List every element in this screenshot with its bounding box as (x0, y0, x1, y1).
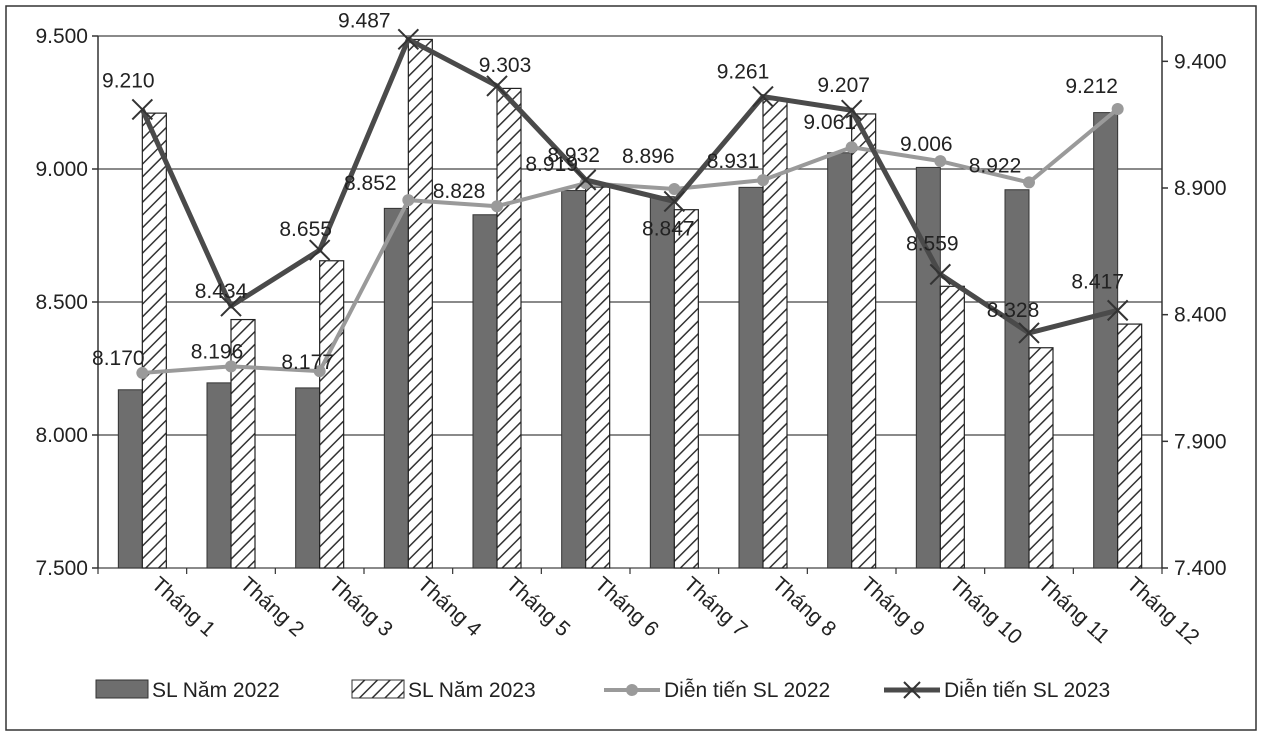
line-2022-point (491, 200, 503, 213)
bar-2022 (1004, 189, 1030, 569)
bar-2023 (230, 318, 256, 569)
line-2023-marker (752, 85, 774, 108)
data-label-2023: 9.261 (717, 61, 770, 84)
data-label-2022: 8.931 (707, 150, 760, 173)
data-label-2023: 8.655 (279, 218, 332, 241)
bar-2022 (206, 382, 232, 569)
line-2022-point (402, 194, 415, 207)
data-label-2022: 8.852 (344, 172, 397, 195)
left-axis-tick-label: 9.500 (35, 25, 88, 48)
line-2023-marker (220, 295, 242, 317)
data-label-2023: 8.559 (906, 232, 959, 255)
left-axis-tick-label: 7.500 (35, 557, 88, 580)
data-label-2023: 8.847 (642, 217, 695, 240)
bar-2023 (585, 186, 611, 569)
line-2022-point (934, 155, 947, 168)
data-label-2022: 8.922 (969, 154, 1022, 177)
data-label-2023: 9.487 (338, 9, 391, 32)
bar-2022 (117, 389, 143, 569)
data-label-2022: 8.170 (92, 347, 145, 370)
left-axis-tick-label: 9.000 (35, 158, 88, 181)
line-2022-point (668, 183, 681, 196)
data-label-2023: 8.434 (195, 280, 248, 303)
line-2023-marker (1018, 322, 1040, 344)
data-label-2022: 8.196 (191, 340, 244, 363)
data-label-2022: 8.828 (433, 180, 486, 203)
bar-2023 (319, 260, 345, 569)
legend-label-2023: SL Năm 2023 (408, 679, 536, 702)
bar-2023 (851, 113, 877, 569)
bar-2023 (141, 112, 167, 569)
legend-label-line-2023: Diễn tiến SL 2023 (944, 679, 1110, 702)
line-2022-point (225, 360, 237, 373)
line-2022-point (757, 174, 769, 187)
data-label-2022: 8.919 (525, 153, 578, 176)
legend-swatch-2023 (351, 679, 405, 699)
right-axis-tick-label: 9.400 (1174, 50, 1227, 73)
legend-marker-2022 (626, 684, 638, 696)
bar-2022 (738, 186, 764, 569)
line-2022-point (136, 366, 149, 379)
bar-2022 (649, 196, 675, 569)
data-label-2023: 8.328 (987, 299, 1040, 322)
bar-2022 (827, 152, 853, 569)
right-axis-tick-label: 8.900 (1174, 177, 1227, 200)
legend-label-line-2022: Diễn tiến SL 2022 (664, 679, 830, 702)
bar-2023 (1117, 323, 1143, 569)
data-label-2022: 9.061 (803, 111, 856, 134)
bar-2023 (762, 98, 788, 569)
data-label-2022: 8.177 (281, 351, 334, 374)
data-label-2022: 9.006 (900, 133, 953, 156)
bar-2022 (561, 190, 587, 569)
line-2023-marker (1106, 299, 1129, 322)
line-2022-point (1023, 176, 1035, 189)
line-2023-marker (840, 99, 863, 121)
data-label-2022: 8.896 (622, 145, 675, 168)
line-2023-marker (308, 239, 331, 261)
line-2023 (140, 36, 1119, 336)
line-2023-marker (663, 190, 686, 213)
line-2023-marker (929, 263, 952, 286)
right-axis-tick-label: 7.900 (1174, 430, 1227, 453)
left-axis-tick-label: 8.500 (35, 291, 88, 314)
data-label-2022: 9.212 (1065, 75, 1118, 98)
data-label-2023: 9.207 (817, 74, 870, 97)
line-2023-marker (131, 98, 154, 121)
line-2022-point (845, 141, 858, 154)
line-2022-point (313, 365, 326, 378)
legend-label-2022: SL Năm 2022 (152, 679, 280, 702)
line-2023-marker (397, 28, 420, 51)
bar-2022 (383, 207, 409, 569)
legend-marker-2023 (903, 681, 921, 699)
legend-swatch-2022 (95, 679, 149, 699)
line-2022 (142, 107, 1119, 375)
data-label-2023: 9.210 (102, 69, 155, 92)
data-label-2023: 8.417 (1071, 270, 1124, 293)
bar-2023 (1028, 347, 1054, 569)
right-axis-tick-label: 8.400 (1174, 304, 1227, 327)
line-2023-marker (574, 169, 597, 191)
bar-2023 (407, 38, 433, 569)
right-axis-tick-label: 7.400 (1174, 557, 1227, 580)
bar-2023 (939, 285, 965, 569)
line-2022-point (1111, 102, 1124, 115)
bar-2022 (1093, 112, 1119, 569)
data-label-2023: 8.932 (547, 144, 600, 167)
bar-2022 (295, 387, 321, 569)
bar-2023 (673, 209, 699, 569)
line-2023-marker (486, 75, 508, 97)
data-label-2023: 9.303 (479, 54, 532, 77)
left-axis-tick-label: 8.000 (35, 424, 88, 447)
bar-2023 (496, 87, 522, 569)
bar-2022 (472, 214, 498, 569)
bar-2022 (915, 166, 941, 569)
